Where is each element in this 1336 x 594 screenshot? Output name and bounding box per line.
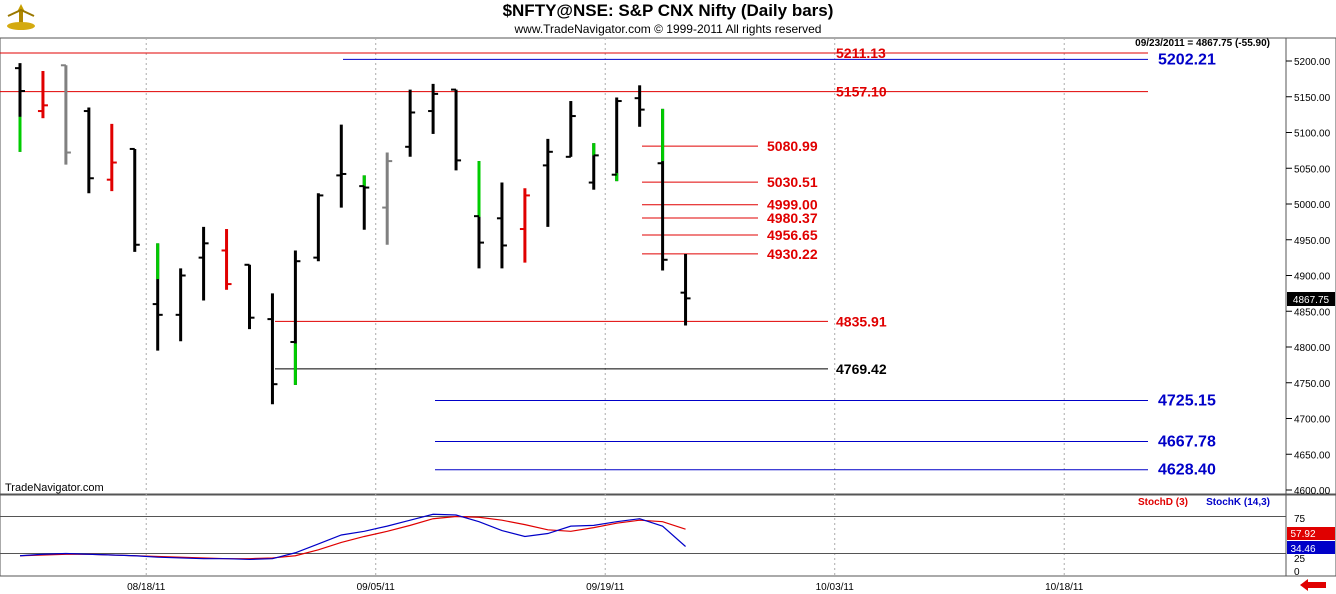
- chart-header: $NFTY@NSE: S&P CNX Nifty (Daily bars) ww…: [0, 0, 1336, 38]
- stochd-value-label: 57.92: [1290, 529, 1315, 540]
- price-level-label: 5157.10: [836, 84, 887, 100]
- price-level-label: 4956.65: [767, 227, 818, 243]
- price-level-label: 4999.00: [767, 197, 818, 213]
- x-tick-label: 09/05/11: [357, 582, 396, 593]
- price-level-label: 4667.78: [1158, 434, 1216, 451]
- stoch-tick-75: 75: [1294, 514, 1306, 525]
- y-tick-label: 4800.00: [1294, 343, 1331, 354]
- date-axis: 08/18/11 09/05/11 09/19/11 10/03/11 10/18/11: [127, 582, 1084, 593]
- y-tick-label: 4600.00: [1294, 486, 1331, 497]
- stochk-value-label: 34.46: [1290, 544, 1315, 555]
- y-tick-label: 4900.00: [1294, 272, 1331, 283]
- x-tick-label: 08/18/11: [127, 582, 166, 593]
- stochastic-lines: [0, 513, 1286, 561]
- watermark: TradeNavigator.com: [5, 482, 104, 494]
- x-tick-label: 09/19/11: [586, 582, 625, 593]
- price-level-label: 4628.40: [1158, 462, 1216, 479]
- price-level-label: 4725.15: [1158, 393, 1216, 410]
- stochd-value-tag: [1287, 527, 1335, 540]
- y-tick-label: 5050.00: [1294, 164, 1331, 175]
- price-readout: 09/23/2011 = 4867.75 (-55.90): [1135, 38, 1270, 49]
- y-tick-label: 5150.00: [1294, 93, 1331, 104]
- stochk-line: [19, 513, 686, 561]
- trade-navigator-logo-icon: [7, 4, 35, 30]
- price-level-label: 4930.22: [767, 246, 818, 262]
- price-level-label: 4769.42: [836, 361, 887, 377]
- price-panel: [0, 37, 1287, 495]
- y-tick-label: 4650.00: [1294, 450, 1331, 461]
- price-levels: 5211.13 5202.21 5157.10 5080.99 5030.51 4999.…: [0, 45, 1216, 479]
- chart-title: $NFTY@NSE: S&P CNX Nifty (Daily bars): [502, 1, 834, 20]
- price-level-label: 5211.13: [836, 45, 886, 61]
- price-bars: [15, 63, 691, 405]
- stochk-value-tag: [1287, 541, 1335, 554]
- y-tick-label: 5000.00: [1294, 200, 1331, 211]
- chart-subtitle: www.TradeNavigator.com © 1999-2011 All r…: [514, 22, 822, 36]
- x-tick-label: 10/18/11: [1045, 582, 1084, 593]
- price-level-label: 4835.91: [836, 313, 887, 329]
- scroll-left-arrow-icon[interactable]: [1298, 579, 1328, 591]
- indicator-panel: [0, 494, 1287, 577]
- price-level-label: 5030.51: [767, 174, 818, 190]
- x-tick-label: 10/03/11: [816, 582, 855, 593]
- current-price-label: 4867.75: [1293, 295, 1330, 306]
- stoch-tick-0: 0: [1294, 567, 1300, 578]
- stochd-legend: StochD (3): [1138, 497, 1188, 508]
- price-axis: [1285, 37, 1336, 495]
- y-tick-label: 5100.00: [1294, 129, 1331, 140]
- price-level-label: 5202.21: [1158, 51, 1216, 68]
- y-tick-label: 5200.00: [1294, 57, 1331, 68]
- y-tick-label: 4750.00: [1294, 379, 1331, 390]
- current-price-tag: [1287, 292, 1335, 306]
- stochd-line: [19, 515, 686, 560]
- y-tick-label: 4850.00: [1294, 307, 1331, 318]
- price-level-label: 5080.99: [767, 138, 818, 154]
- price-level-label: 4980.37: [767, 210, 818, 226]
- y-tick-label: 4950.00: [1294, 236, 1331, 247]
- price-axis-ticks: 5200.00 5150.00 5100.00 5050.00 5000.00 4950.…: [1286, 57, 1331, 497]
- stochk-legend: StochK (14,3): [1206, 497, 1270, 508]
- stoch-tick-25: 25: [1294, 554, 1306, 565]
- y-tick-label: 4700.00: [1294, 415, 1331, 426]
